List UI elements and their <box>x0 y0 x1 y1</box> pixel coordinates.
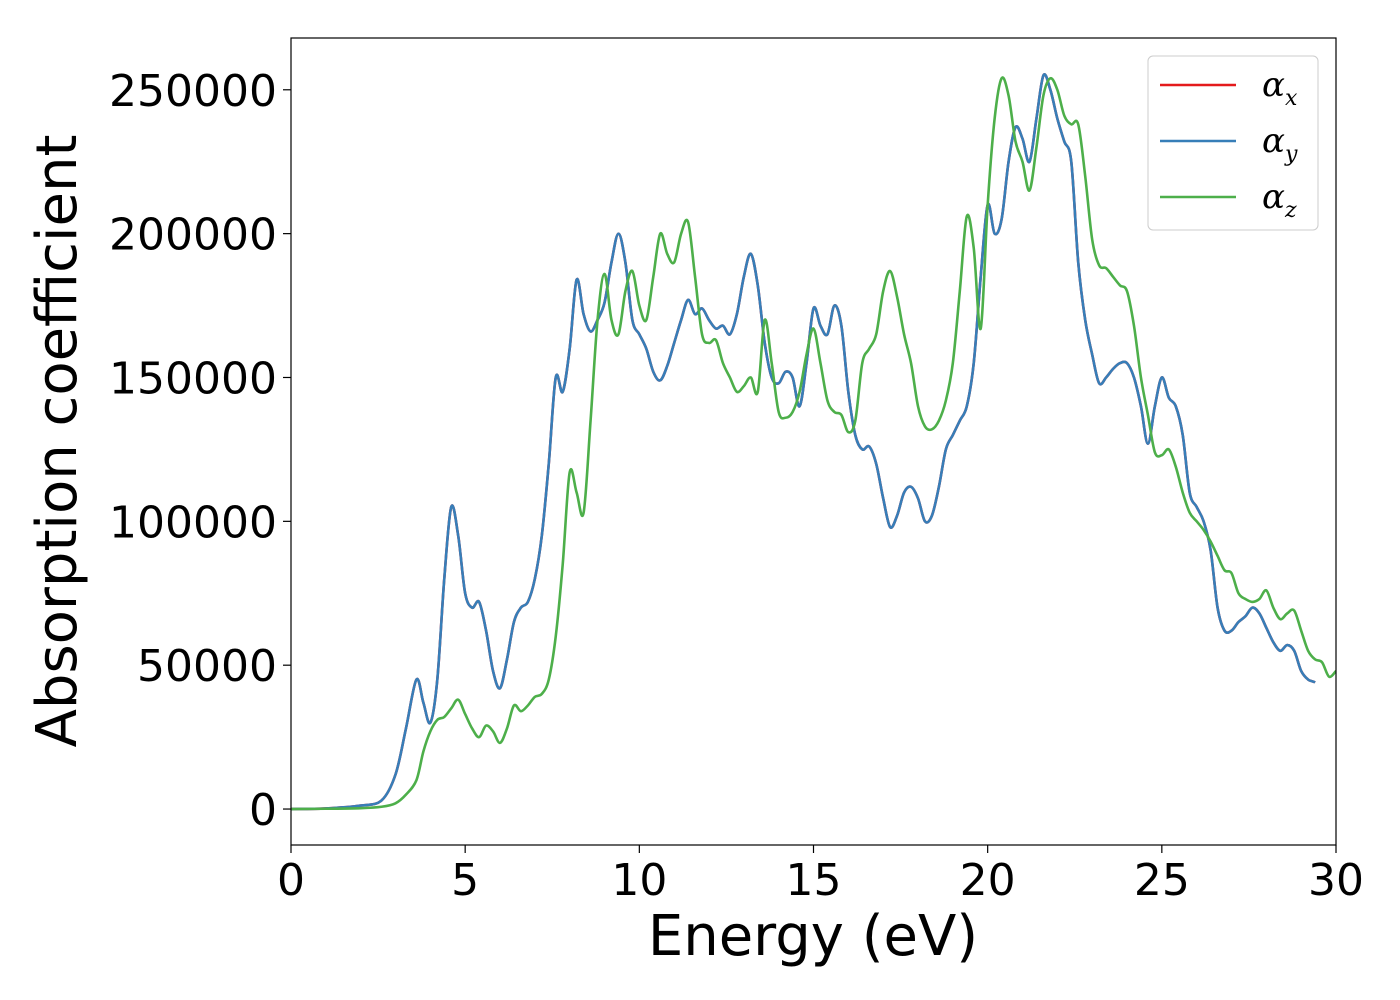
x-tick-label: 10 <box>611 855 667 906</box>
x-tick-label: 15 <box>786 855 842 906</box>
x-axis-label: Energy (eV) <box>648 904 978 969</box>
legend-label-2: αy <box>1262 121 1298 167</box>
y-axis-label: Absorption coefficient <box>25 135 90 748</box>
legend-label-3: αz <box>1262 177 1297 223</box>
axes: 0 5 10 15 20 25 30 0 50000 100000 150000 200000 2500… <box>109 37 1364 906</box>
series-lines <box>291 73 1336 811</box>
series-line-2 <box>291 73 1316 811</box>
x-tick-label: 5 <box>451 855 479 906</box>
y-tick-label: 50000 <box>137 641 277 692</box>
x-tick-label: 0 <box>277 855 305 906</box>
y-tick-label: 250000 <box>109 66 277 117</box>
legend: αx αy αz <box>1147 55 1319 231</box>
y-tick-label: 150000 <box>109 353 277 404</box>
y-tick-label: 200000 <box>109 210 277 261</box>
x-tick-label: 20 <box>960 855 1016 906</box>
y-tick-label: 0 <box>249 785 277 836</box>
legend-label-1: αx <box>1262 65 1298 111</box>
y-tick-label: 100000 <box>109 497 277 548</box>
plot-area <box>291 73 1336 811</box>
series-line-3 <box>291 76 1336 811</box>
legend-box <box>1147 55 1319 231</box>
x-tick-label: 30 <box>1308 855 1364 906</box>
x-tick-label: 25 <box>1134 855 1190 906</box>
